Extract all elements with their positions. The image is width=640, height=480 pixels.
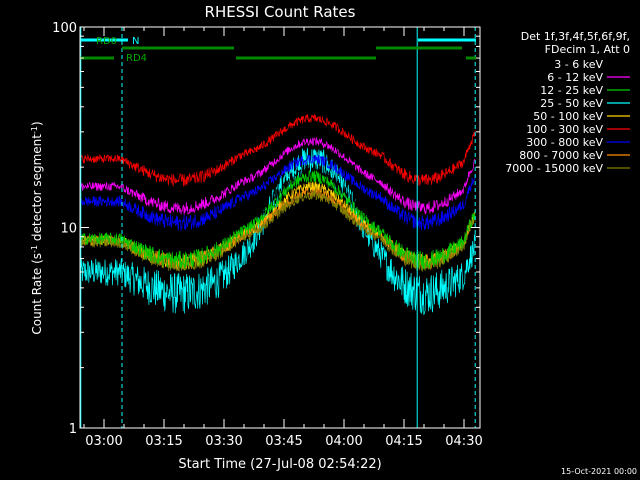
axes: 1 10 100 03:00 03:15 03:30 03:45 04:00 04:15 04:3… (52, 21, 483, 449)
series-line (79, 154, 476, 231)
flag-bar (418, 38, 476, 42)
x-tick-label: 04:15 (385, 434, 422, 449)
flag-bar (80, 56, 114, 60)
y-tick-label: 10 (60, 222, 77, 237)
series-line (79, 189, 476, 272)
flag-label: N (132, 36, 139, 47)
flag-bar (376, 46, 462, 50)
series-line (79, 148, 476, 316)
flag-bar (466, 56, 476, 60)
legend-entry-label: 100 - 300 keV (526, 123, 603, 136)
flag-annotations: N RD0 RD4 (80, 27, 476, 428)
y-tick-label: 1 (69, 422, 77, 437)
x-tick-label: 03:45 (265, 434, 302, 449)
legend-entry-label: 800 - 7000 keV (519, 149, 603, 162)
legend-entry-label: 300 - 800 keV (526, 136, 603, 149)
series-line (79, 170, 476, 270)
chart-title: RHESSI Count Rates (205, 3, 356, 21)
series-line (79, 114, 476, 187)
x-tick-label: 04:30 (445, 434, 482, 449)
legend-header: FDecim 1, Att 0 (545, 43, 630, 56)
legend: Det 1f,3f,4f,5f,6f,9f,FDecim 1, Att 0 3 -… (505, 30, 630, 175)
flag-bar (80, 38, 128, 42)
footer-timestamp: 15-Oct-2021 00:00 (561, 467, 637, 476)
flag-bar (122, 46, 234, 50)
legend-entry-label: 12 - 25 keV (540, 84, 603, 97)
x-tick-label: 04:00 (325, 434, 362, 449)
flag-label: RD0 (96, 36, 117, 47)
legend-entry-label: 50 - 100 keV (533, 110, 603, 123)
plot-data (79, 114, 476, 316)
flag-bar (236, 56, 376, 60)
y-tick-label: 100 (52, 21, 77, 36)
legend-entry-label: 3 - 6 keV (554, 58, 603, 71)
flag-label: RD4 (126, 53, 147, 64)
x-tick-label: 03:15 (145, 434, 182, 449)
y-axis-label: Count Rate (s-1 detector segment-1) (30, 121, 45, 334)
x-axis-label: Start Time (27-Jul-08 02:54:22) (178, 457, 381, 472)
x-tick-label: 03:30 (205, 434, 242, 449)
legend-header: Det 1f,3f,4f,5f,6f,9f, (521, 30, 630, 43)
x-tick-label: 03:00 (85, 434, 122, 449)
legend-entry-label: 25 - 50 keV (540, 97, 603, 110)
legend-entry-label: 6 - 12 keV (547, 71, 603, 84)
series-line (79, 137, 476, 216)
legend-entry-label: 7000 - 15000 keV (505, 162, 603, 175)
